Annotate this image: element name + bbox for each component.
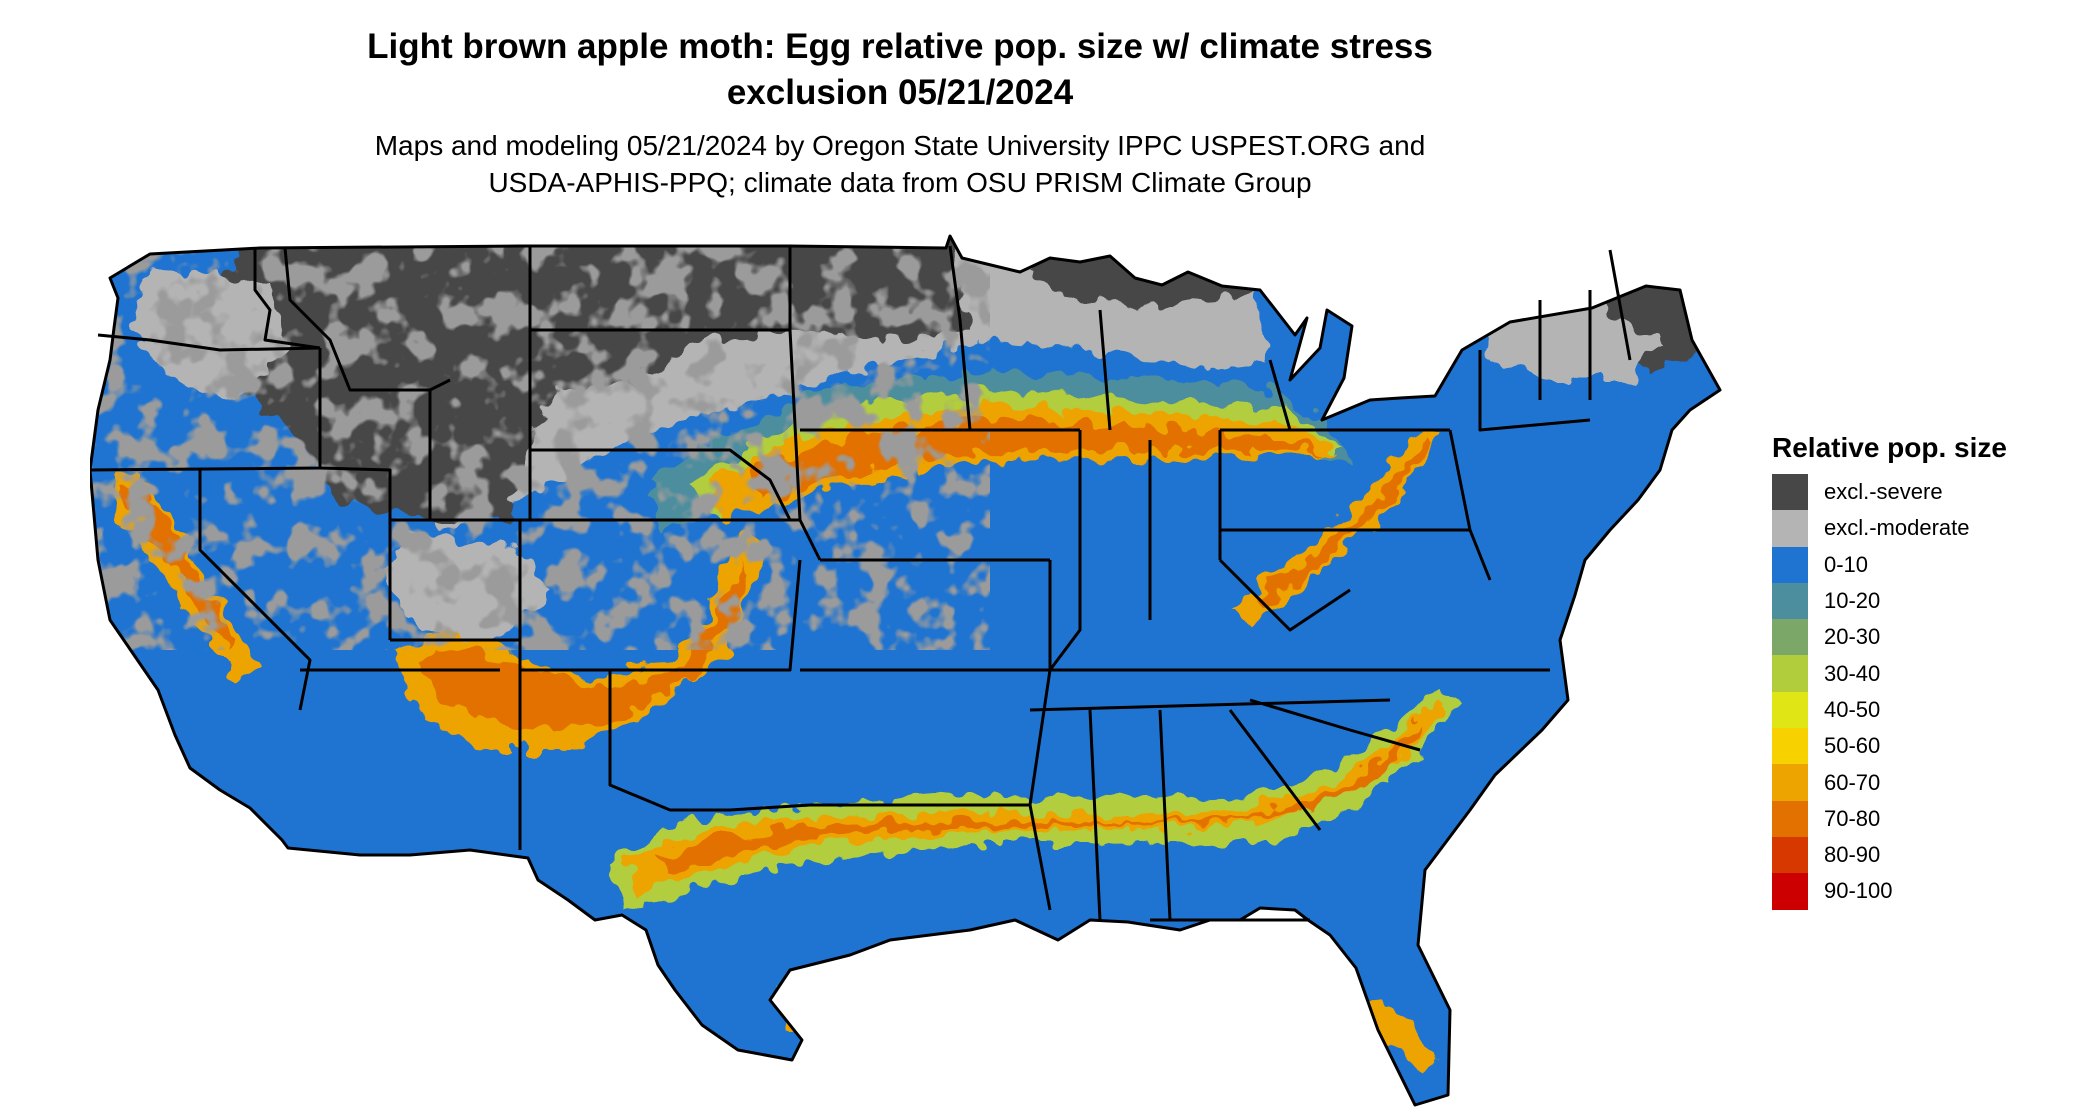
map-title: Light brown apple moth: Egg relative pop… — [250, 24, 1550, 116]
border-mn-wi — [948, 245, 972, 431]
legend-item: 0-10 — [1772, 546, 2082, 583]
us-outline — [90, 234, 1722, 1107]
legend-label: 10-20 — [1824, 588, 1881, 614]
border-ok-tx — [520, 668, 811, 812]
state-borders — [90, 234, 1722, 1107]
band-appalachian-peak — [1250, 440, 1430, 610]
legend-swatch — [1772, 728, 1808, 765]
legend-item: excl.-severe — [1772, 474, 2082, 511]
border-il-in — [1048, 430, 1082, 671]
band-texas-coast-high — [780, 980, 850, 1040]
legend-swatch — [1772, 619, 1808, 656]
terrain-noise-overlay — [90, 236, 990, 650]
legend-item: 90-100 — [1772, 873, 2082, 910]
map-subtitle: Maps and modeling 05/21/2024 by Oregon S… — [250, 127, 1550, 201]
legend-swatch — [1772, 474, 1808, 511]
legend-swatch — [1772, 582, 1808, 620]
legend-item: 60-70 — [1772, 764, 2082, 801]
legend-swatch — [1772, 655, 1808, 692]
legend-label: excl.-moderate — [1824, 515, 1970, 541]
legend-item: 10-20 — [1772, 582, 2082, 620]
legend-item: 70-80 — [1772, 800, 2082, 837]
border-nv-ut — [319, 466, 392, 640]
legend-item: 50-60 — [1772, 728, 2082, 765]
border-nd-mn — [788, 246, 802, 521]
band-south-mid — [610, 690, 1460, 910]
legend-swatch — [1772, 546, 1808, 583]
band-southwest-peak — [420, 560, 745, 730]
legend-label: 60-70 — [1824, 769, 1881, 795]
legend-item: 40-50 — [1772, 691, 2082, 729]
legend-label: 0-10 — [1824, 551, 1869, 577]
legend-label: excl.-severe — [1824, 479, 1943, 505]
border-ca-nv — [198, 470, 312, 711]
border-ga-sc — [1228, 709, 1322, 831]
border-al-ga — [1158, 709, 1172, 921]
band-south-high — [630, 705, 1445, 895]
legend-label: 20-30 — [1824, 624, 1881, 650]
border-ks-ok — [610, 559, 802, 672]
legend-label: 30-40 — [1824, 660, 1881, 686]
legend-items: excl.-severe excl.-moderate 0-10 10-20 20-30… — [1772, 474, 2082, 910]
map-subtitle-line-1: Maps and modeling 05/21/2024 by Oregon S… — [374, 130, 1426, 161]
border-id-west — [253, 248, 321, 350]
legend-label: 40-50 — [1824, 696, 1881, 722]
legend-swatch — [1772, 764, 1808, 801]
border-nc-sc — [1249, 698, 1421, 752]
legend-swatch — [1772, 510, 1808, 547]
map-subtitle-line-2: USDA-APHIS-PPQ; climate data from OSU PR… — [488, 167, 1312, 198]
border-me — [1608, 249, 1632, 361]
border-la-ms — [1028, 804, 1052, 911]
border-mi — [1098, 309, 1292, 431]
border-id-mt — [283, 247, 451, 392]
legend-swatch — [1772, 836, 1808, 874]
legend-item: 80-90 — [1772, 836, 2082, 874]
legend: Relative pop. size excl.-severe excl.-mod… — [1772, 432, 2082, 910]
legend-title: Relative pop. size — [1772, 432, 2007, 463]
legend-label: 70-80 — [1824, 805, 1881, 831]
legend-swatch — [1772, 800, 1808, 837]
us-map — [90, 234, 1722, 1107]
map-title-line-1: Light brown apple moth: Egg relative pop… — [367, 27, 1433, 66]
legend-item: excl.-moderate — [1772, 510, 2082, 547]
legend-swatch — [1772, 691, 1808, 729]
border-nj-de — [1448, 429, 1492, 581]
legend-item: 20-30 — [1772, 619, 2082, 656]
border-ny-ne — [1478, 350, 1591, 432]
border-tn-south — [1029, 698, 1391, 712]
border-vt-nh — [1538, 290, 1592, 400]
border-wa-or — [97, 333, 321, 352]
legend-label: 50-60 — [1824, 733, 1881, 759]
legend-swatch — [1772, 873, 1808, 910]
border-sd-ne — [530, 448, 792, 521]
border-ms-al — [1088, 709, 1102, 921]
map-title-line-2: exclusion 05/21/2024 — [726, 73, 1074, 112]
band-appalachian-high — [1230, 430, 1440, 625]
legend-label: 90-100 — [1824, 878, 1893, 904]
legend-label: 80-90 — [1824, 842, 1881, 868]
legend-item: 30-40 — [1772, 655, 2082, 692]
border-wv — [1218, 558, 1351, 632]
